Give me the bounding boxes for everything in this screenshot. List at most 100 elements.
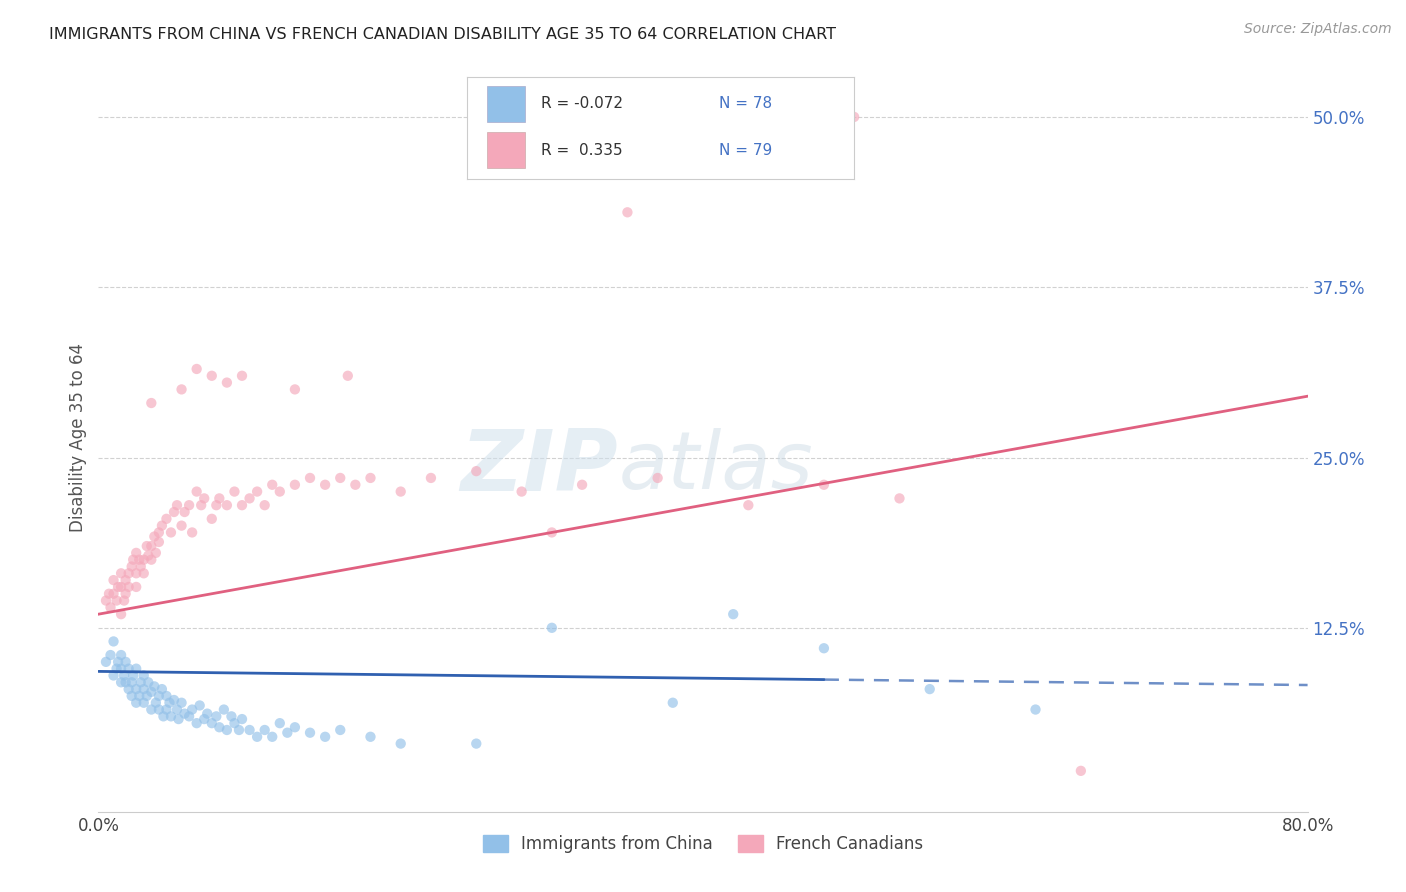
Point bbox=[269, 484, 291, 499]
Point bbox=[132, 566, 155, 581]
Text: Source: ZipAtlas.com: Source: ZipAtlas.com bbox=[1244, 22, 1392, 37]
Point bbox=[148, 525, 170, 540]
Point bbox=[110, 675, 132, 690]
Point bbox=[186, 362, 208, 376]
Point bbox=[262, 730, 284, 744]
Point bbox=[148, 689, 170, 703]
Point bbox=[205, 498, 228, 512]
Point bbox=[284, 720, 307, 734]
Point bbox=[110, 566, 132, 581]
Point bbox=[141, 396, 163, 410]
Text: atlas: atlas bbox=[619, 428, 813, 506]
Point bbox=[155, 512, 177, 526]
Point bbox=[571, 477, 593, 491]
Point bbox=[94, 593, 117, 607]
Point bbox=[136, 675, 159, 690]
Point bbox=[193, 712, 215, 726]
Point bbox=[918, 682, 941, 697]
Point bbox=[132, 668, 155, 682]
Point bbox=[647, 471, 669, 485]
Point bbox=[465, 737, 488, 751]
Point bbox=[103, 668, 125, 682]
Point bbox=[112, 668, 135, 682]
Point bbox=[284, 383, 307, 397]
Point bbox=[145, 546, 167, 560]
Point bbox=[118, 682, 141, 697]
Point bbox=[329, 471, 352, 485]
Point bbox=[112, 593, 135, 607]
Point bbox=[193, 491, 215, 506]
Point bbox=[148, 702, 170, 716]
Point bbox=[129, 675, 152, 690]
Point bbox=[94, 655, 117, 669]
Point bbox=[150, 518, 173, 533]
Point bbox=[107, 655, 129, 669]
Point bbox=[228, 723, 250, 737]
Point bbox=[179, 709, 201, 723]
Point bbox=[246, 730, 269, 744]
Point bbox=[215, 376, 238, 390]
Point bbox=[299, 725, 322, 739]
Point bbox=[231, 498, 253, 512]
Point bbox=[360, 730, 382, 744]
Point bbox=[128, 689, 150, 703]
Point bbox=[143, 529, 166, 543]
Point bbox=[181, 525, 204, 540]
Point bbox=[110, 607, 132, 622]
Point bbox=[314, 730, 336, 744]
Point bbox=[253, 498, 276, 512]
Legend: Immigrants from China, French Canadians: Immigrants from China, French Canadians bbox=[477, 828, 929, 860]
Point bbox=[179, 498, 201, 512]
Point bbox=[360, 471, 382, 485]
Point bbox=[160, 709, 183, 723]
Point bbox=[276, 725, 298, 739]
Point bbox=[314, 477, 336, 491]
Point bbox=[186, 716, 208, 731]
Point bbox=[269, 716, 291, 731]
Point bbox=[201, 368, 224, 383]
Point bbox=[155, 702, 177, 716]
Point bbox=[231, 368, 253, 383]
Point bbox=[141, 702, 163, 716]
Point bbox=[231, 712, 253, 726]
Point bbox=[190, 498, 212, 512]
Point bbox=[118, 566, 141, 581]
Point bbox=[195, 706, 218, 721]
Point bbox=[129, 559, 152, 574]
Point bbox=[143, 679, 166, 693]
Point bbox=[160, 525, 183, 540]
Point bbox=[253, 723, 276, 737]
Point bbox=[100, 600, 122, 615]
Point bbox=[813, 641, 835, 656]
Point bbox=[215, 723, 238, 737]
Point bbox=[114, 587, 136, 601]
Point bbox=[103, 573, 125, 587]
Point bbox=[135, 539, 157, 553]
Point bbox=[141, 552, 163, 566]
Point bbox=[889, 491, 911, 506]
Point bbox=[141, 685, 163, 699]
Point bbox=[114, 675, 136, 690]
Point bbox=[125, 662, 148, 676]
Point bbox=[1024, 702, 1046, 716]
Point bbox=[344, 477, 367, 491]
Point bbox=[221, 709, 243, 723]
Point bbox=[152, 709, 174, 723]
Point bbox=[389, 484, 412, 499]
Point bbox=[224, 484, 246, 499]
Point bbox=[167, 712, 190, 726]
Point bbox=[132, 696, 155, 710]
Point bbox=[188, 698, 211, 713]
Text: ZIP: ZIP bbox=[461, 425, 619, 508]
Point bbox=[118, 580, 141, 594]
Point bbox=[737, 498, 759, 512]
Point bbox=[148, 535, 170, 549]
Point bbox=[540, 525, 562, 540]
Point bbox=[661, 696, 683, 710]
Point bbox=[163, 693, 186, 707]
Point bbox=[98, 587, 121, 601]
Point bbox=[125, 566, 148, 581]
Point bbox=[208, 491, 231, 506]
Point bbox=[181, 702, 204, 716]
Point bbox=[163, 505, 186, 519]
